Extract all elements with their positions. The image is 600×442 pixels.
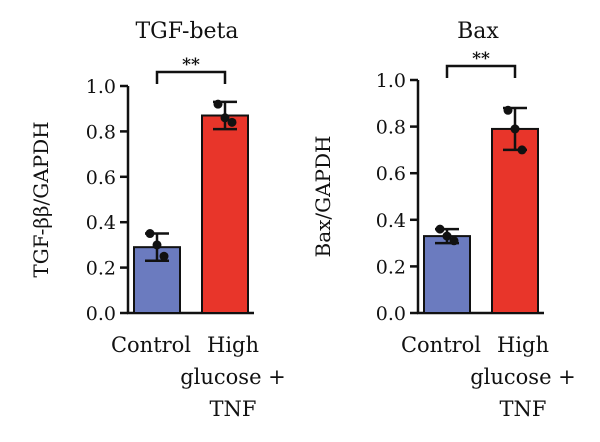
chart-panel-1: TGF-beta TGF-ββ/GAPDH 0.0 0.2 0.4 0.6 0.8 1.0 Co… bbox=[29, 19, 286, 421]
data-point bbox=[220, 113, 230, 123]
significance-label: ** bbox=[182, 55, 200, 75]
x-category-label: glucose + bbox=[180, 365, 286, 389]
significance-bracket bbox=[445, 64, 517, 78]
data-point bbox=[145, 229, 155, 239]
data-point bbox=[435, 224, 445, 234]
significance-label: ** bbox=[472, 49, 490, 69]
chart-panel-2: Bax Bax/GAPDH 0.0 0.2 0.4 0.6 0.8 1.0 Control Hig… bbox=[311, 19, 576, 421]
x-category-label: Control bbox=[111, 333, 191, 357]
chart-title: Bax bbox=[457, 19, 499, 44]
y-tick-label: 0.2 bbox=[86, 258, 116, 280]
data-point bbox=[510, 124, 520, 134]
y-axis-label: TGF-ββ/GAPDH bbox=[29, 121, 53, 277]
y-tick-label: 0.8 bbox=[376, 117, 406, 139]
x-category-label: TNF bbox=[500, 397, 547, 421]
y-tick-label: 0.6 bbox=[86, 167, 116, 189]
bar-control bbox=[423, 235, 471, 314]
x-category-label: glucose + bbox=[470, 365, 576, 389]
y-tick-label: 1.0 bbox=[86, 76, 116, 98]
y-tick-label: 0.6 bbox=[376, 163, 406, 185]
significance-bracket bbox=[155, 70, 227, 84]
chart-title: TGF-beta bbox=[135, 19, 238, 44]
y-tick-label: 1.0 bbox=[376, 70, 406, 92]
y-tick-label: 0.8 bbox=[86, 121, 116, 143]
x-category-label: Control bbox=[401, 333, 481, 357]
data-point bbox=[503, 105, 513, 115]
data-point bbox=[442, 231, 452, 241]
data-point bbox=[159, 251, 169, 261]
y-axis-label: Bax/GAPDH bbox=[311, 136, 335, 258]
data-point bbox=[213, 99, 223, 109]
y-tick-label: 0.4 bbox=[86, 212, 116, 234]
data-point bbox=[449, 236, 459, 246]
data-point bbox=[152, 240, 162, 250]
bar-high-glucose-tnf bbox=[491, 127, 539, 314]
y-tick-label: 0.2 bbox=[376, 256, 406, 278]
bar-high-glucose-tnf bbox=[201, 114, 249, 315]
y-tick-label: 0.4 bbox=[376, 210, 406, 232]
data-point bbox=[227, 117, 237, 127]
data-point bbox=[517, 145, 527, 155]
x-category-label: High bbox=[207, 333, 259, 357]
x-category-label: High bbox=[497, 333, 549, 357]
y-tick-label: 0.0 bbox=[376, 303, 406, 325]
x-category-label: TNF bbox=[210, 397, 257, 421]
y-tick-label: 0.0 bbox=[86, 303, 116, 325]
